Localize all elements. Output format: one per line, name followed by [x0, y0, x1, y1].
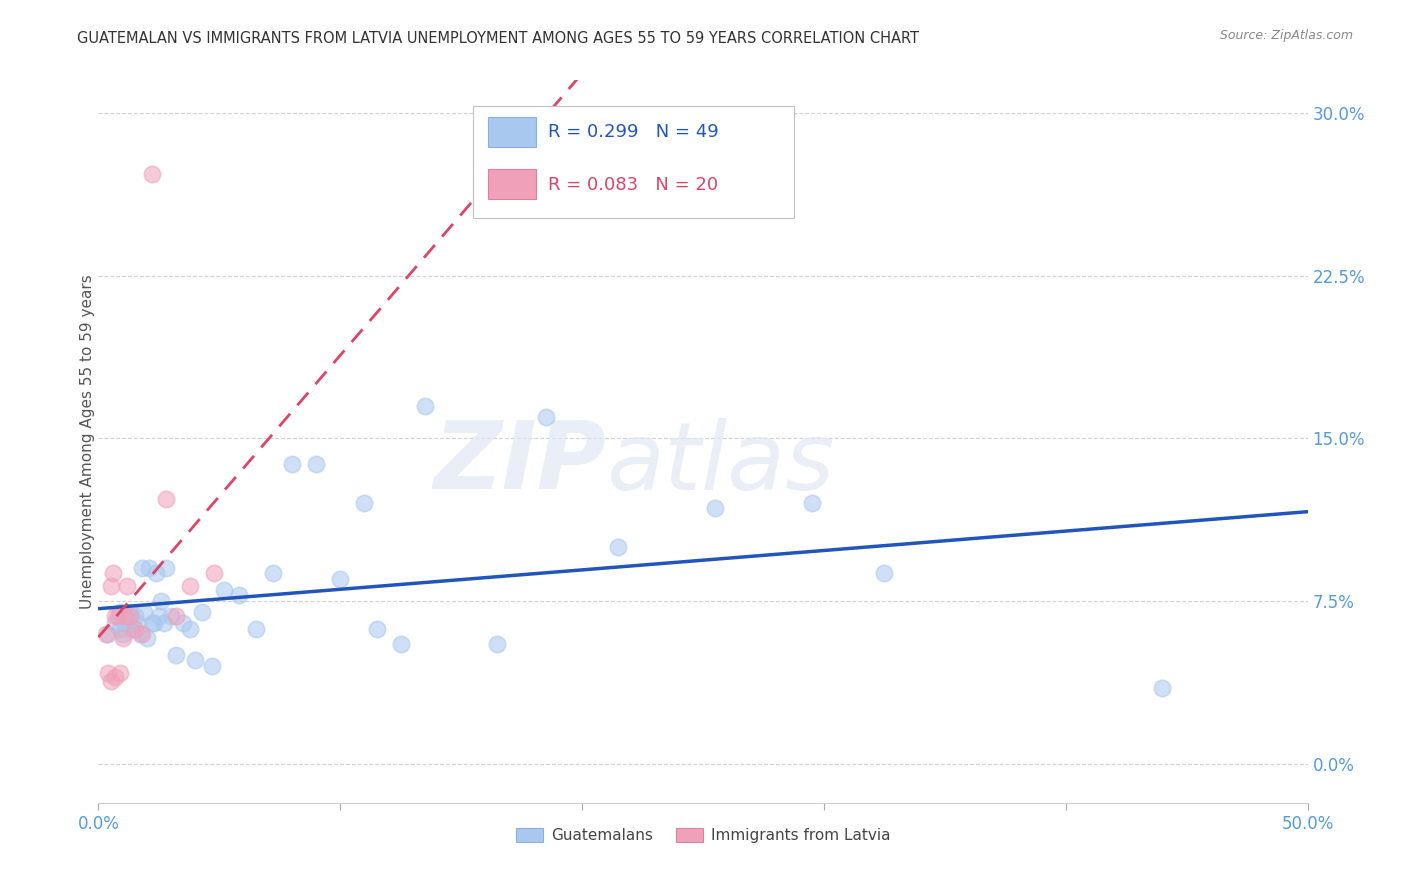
- FancyBboxPatch shape: [488, 117, 536, 147]
- Y-axis label: Unemployment Among Ages 55 to 59 years: Unemployment Among Ages 55 to 59 years: [80, 274, 94, 609]
- Point: [179, 622, 201, 636]
- Point: [160, 609, 183, 624]
- Point: [108, 605, 131, 619]
- Point: [191, 605, 214, 619]
- Point: [148, 609, 170, 624]
- Text: ZIP: ZIP: [433, 417, 606, 509]
- Point: [172, 615, 194, 630]
- Point: [131, 626, 153, 640]
- Point: [111, 631, 134, 645]
- Point: [127, 615, 149, 630]
- FancyBboxPatch shape: [474, 105, 793, 218]
- Point: [101, 566, 124, 580]
- Point: [486, 637, 509, 651]
- Text: Source: ZipAtlas.com: Source: ZipAtlas.com: [1219, 29, 1353, 42]
- Point: [143, 615, 166, 630]
- Point: [152, 615, 174, 630]
- Point: [104, 609, 127, 624]
- Point: [108, 665, 131, 680]
- Point: [165, 648, 187, 663]
- Point: [100, 674, 122, 689]
- Point: [108, 622, 131, 636]
- Point: [104, 670, 127, 684]
- Legend: Guatemalans, Immigrants from Latvia: Guatemalans, Immigrants from Latvia: [509, 822, 897, 849]
- Point: [138, 561, 160, 575]
- Point: [141, 615, 163, 630]
- Point: [201, 659, 224, 673]
- Text: GUATEMALAN VS IMMIGRANTS FROM LATVIA UNEMPLOYMENT AMONG AGES 55 TO 59 YEARS CORR: GUATEMALAN VS IMMIGRANTS FROM LATVIA UNE…: [77, 31, 920, 46]
- Point: [94, 626, 117, 640]
- Point: [124, 609, 146, 624]
- Point: [204, 566, 226, 580]
- Point: [124, 622, 146, 636]
- Point: [104, 615, 127, 630]
- Point: [107, 609, 129, 624]
- Point: [800, 496, 823, 510]
- Point: [150, 594, 173, 608]
- Text: R = 0.083   N = 20: R = 0.083 N = 20: [548, 176, 718, 194]
- Point: [607, 540, 630, 554]
- Text: atlas: atlas: [606, 417, 835, 508]
- Point: [228, 587, 250, 601]
- Point: [100, 579, 122, 593]
- Point: [413, 399, 436, 413]
- Point: [704, 500, 727, 515]
- Point: [97, 665, 120, 680]
- Point: [114, 609, 136, 624]
- Point: [117, 579, 139, 593]
- Point: [873, 566, 896, 580]
- Point: [145, 566, 167, 580]
- Point: [128, 626, 150, 640]
- Point: [329, 572, 352, 586]
- Point: [97, 626, 120, 640]
- Point: [155, 491, 177, 506]
- Point: [121, 622, 143, 636]
- Point: [117, 609, 139, 624]
- Point: [534, 409, 557, 424]
- Point: [212, 583, 235, 598]
- Point: [1152, 681, 1174, 695]
- Point: [179, 579, 201, 593]
- Point: [281, 458, 304, 472]
- Point: [134, 605, 156, 619]
- Point: [111, 626, 134, 640]
- Point: [305, 458, 328, 472]
- Point: [262, 566, 284, 580]
- FancyBboxPatch shape: [488, 169, 536, 200]
- Point: [118, 615, 141, 630]
- Point: [184, 652, 207, 666]
- Point: [165, 609, 187, 624]
- Point: [131, 561, 153, 575]
- Point: [141, 167, 163, 181]
- Point: [155, 561, 177, 575]
- Point: [118, 609, 141, 624]
- Point: [366, 622, 388, 636]
- Point: [389, 637, 412, 651]
- Point: [114, 615, 136, 630]
- Point: [353, 496, 375, 510]
- Point: [135, 631, 157, 645]
- Text: R = 0.299   N = 49: R = 0.299 N = 49: [548, 123, 718, 141]
- Point: [245, 622, 267, 636]
- Point: [118, 605, 141, 619]
